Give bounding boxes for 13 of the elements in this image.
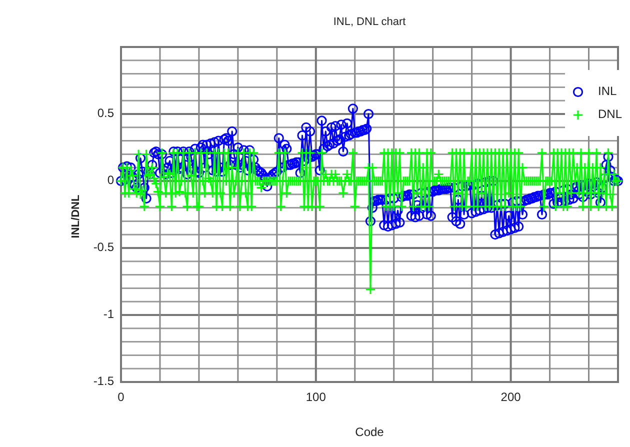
y-tick-label: -1 [103,307,114,322]
y-tick-label: 0 [107,173,114,188]
x-tick-label: 200 [500,390,522,404]
x-tick-label: 0 [118,390,125,404]
y-axis-title: INL/DNL [70,194,82,238]
y-tick-label: 0.5 [97,106,114,120]
y-tick-label: -0.5 [93,240,114,254]
chart-title: INL, DNL chart [333,16,406,28]
x-axis-title: Code [355,425,384,440]
y-tick-label: -1.5 [93,374,114,388]
x-tick-label: 100 [306,390,326,404]
legend-label: INL [598,84,617,98]
legend-label: DNL [598,107,622,122]
